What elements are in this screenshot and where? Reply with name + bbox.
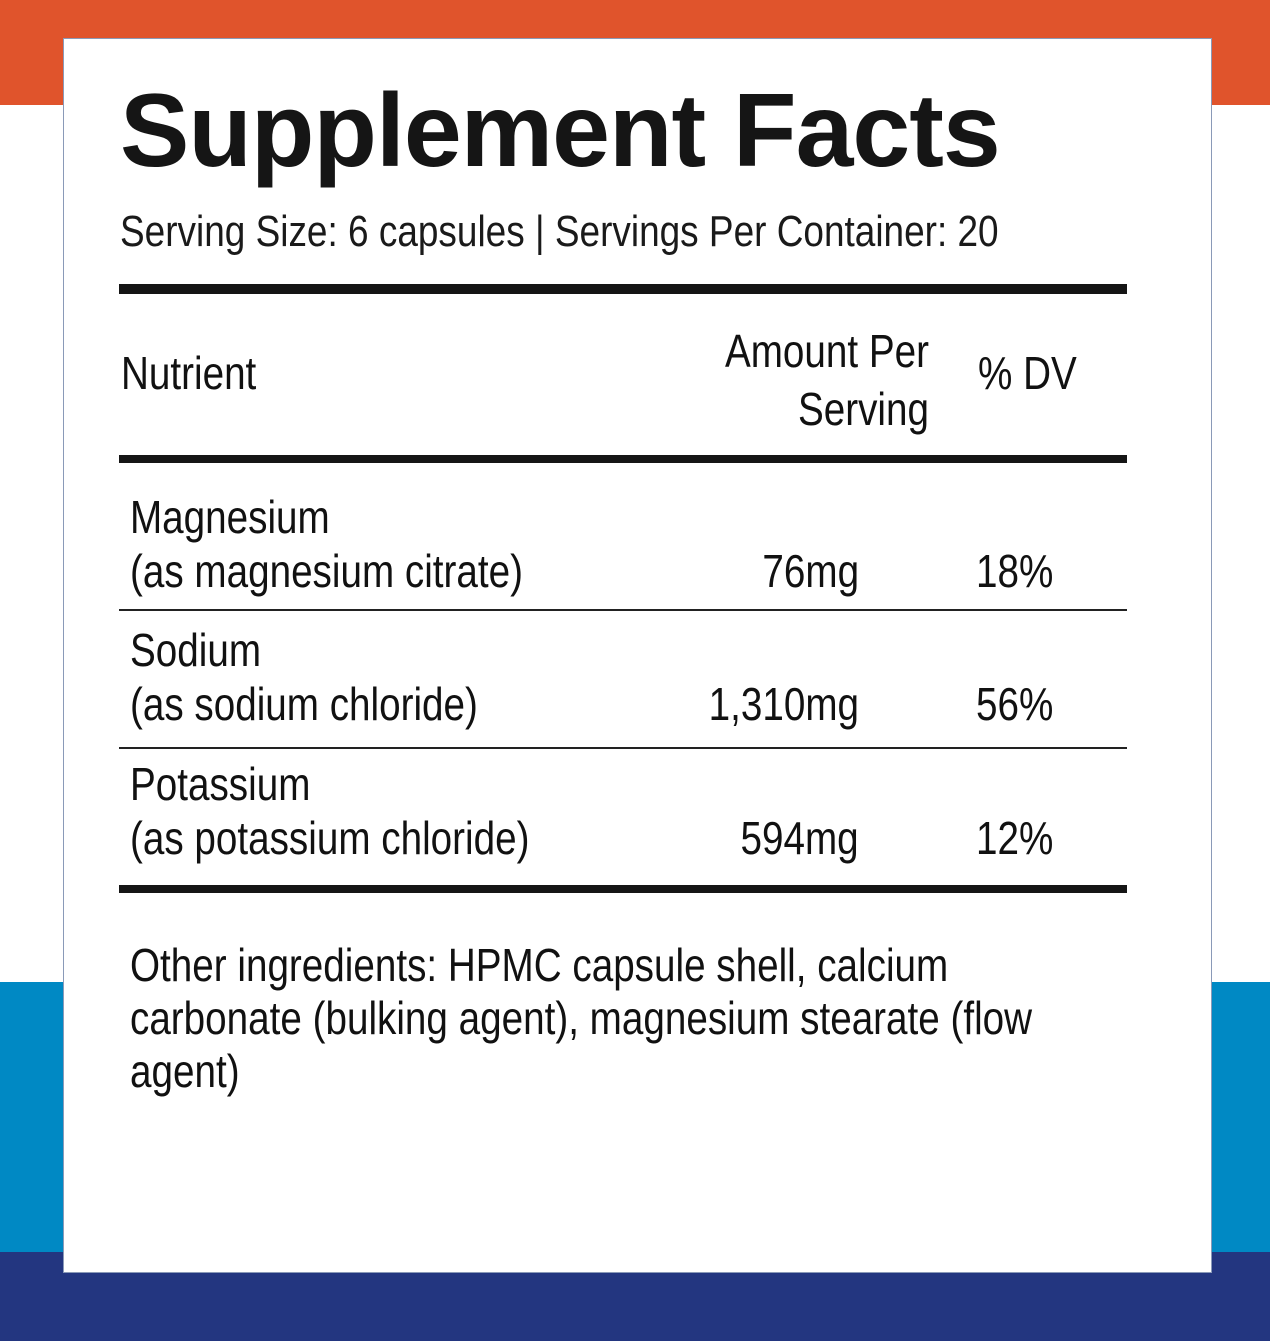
panel-title: Supplement Facts	[120, 73, 1001, 189]
divider-row	[119, 609, 1127, 611]
other-ingredients-line: agent)	[130, 1045, 240, 1097]
other-ingredients-line: carbonate (bulking agent), magnesium ste…	[130, 992, 1033, 1044]
serving-info: Serving Size: 6 capsules | Servings Per …	[120, 207, 999, 256]
nutrient-name: Potassium	[130, 758, 311, 810]
nutrient-source: (as potassium chloride)	[130, 812, 530, 864]
nutrient-dv: 12%	[976, 812, 1054, 864]
nutrient-amount: 76mg	[762, 545, 859, 597]
nutrient-name: Magnesium	[130, 491, 330, 543]
header-amount-line1: Amount Per	[724, 325, 929, 377]
header-daily-value: % DV	[978, 347, 1077, 399]
nutrient-dv: 18%	[976, 545, 1054, 597]
divider-thick-bottom	[119, 885, 1127, 893]
divider-thick-top	[119, 284, 1127, 294]
nutrient-source: (as sodium chloride)	[130, 678, 478, 730]
nutrient-amount: 594mg	[740, 812, 859, 864]
header-amount-per-serving: Amount Per Serving	[694, 322, 929, 438]
nutrient-source: (as magnesium citrate)	[130, 545, 523, 597]
divider-row	[119, 747, 1127, 749]
other-ingredients-line: Other ingredients: HPMC capsule shell, c…	[130, 939, 949, 991]
divider-thick-header	[119, 455, 1127, 463]
header-nutrient: Nutrient	[121, 347, 257, 399]
nutrient-amount: 1,310mg	[708, 678, 859, 730]
nutrient-dv: 56%	[976, 678, 1054, 730]
nutrient-name: Sodium	[130, 624, 262, 676]
other-ingredients: Other ingredients: HPMC capsule shell, c…	[130, 939, 1096, 1098]
supplement-facts-panel: Supplement Facts Serving Size: 6 capsule…	[63, 38, 1212, 1273]
header-amount-line2: Serving	[797, 383, 929, 435]
